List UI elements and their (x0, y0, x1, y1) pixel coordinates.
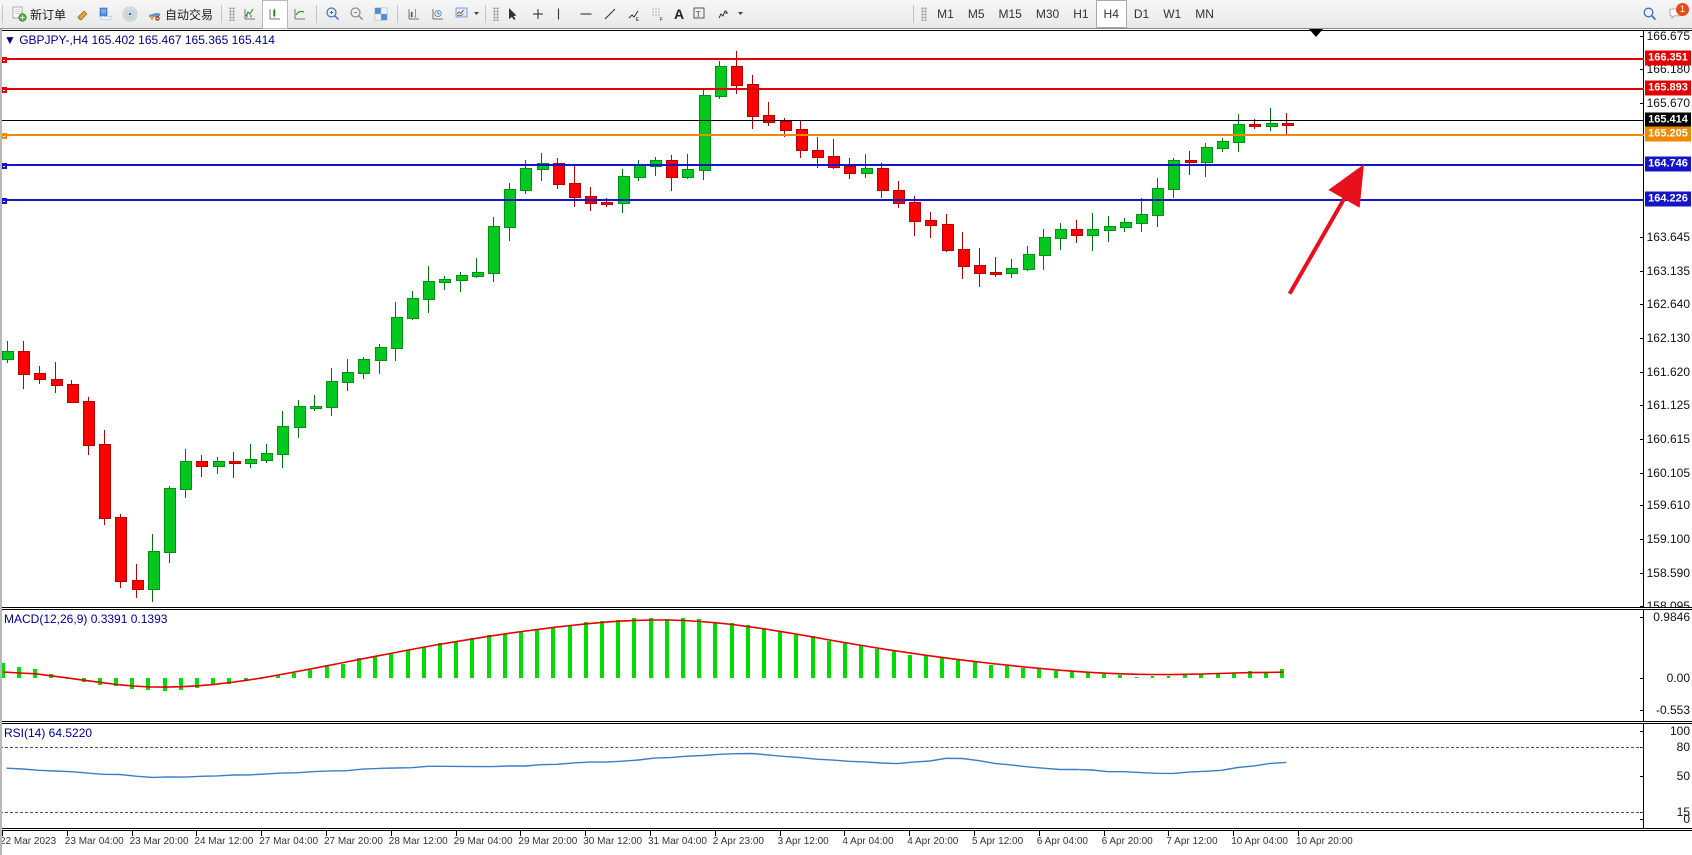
svg-text:F: F (660, 17, 664, 22)
svg-text:E: E (636, 17, 640, 22)
svg-text:T: T (696, 10, 701, 19)
